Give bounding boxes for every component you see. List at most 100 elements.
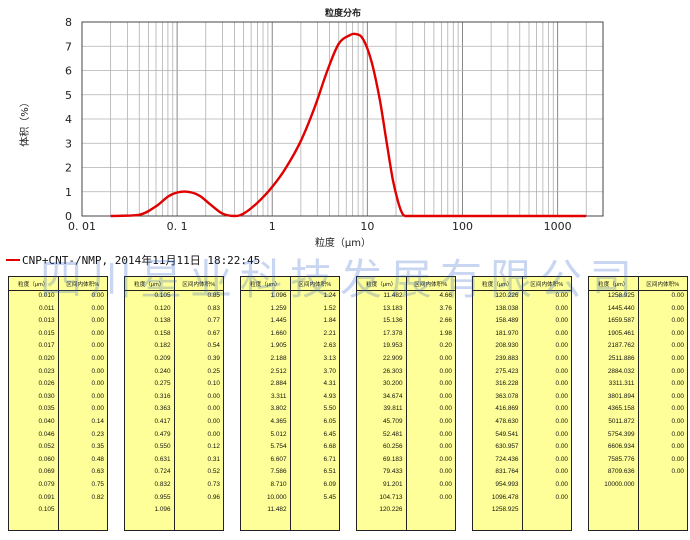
percent-cell: 4.93 [323,392,336,400]
legend-swatch [6,259,20,261]
percent-cell: 0.00 [555,392,568,400]
percent-cell: 0.00 [671,367,684,375]
percent-column: 0.85 0.83 0.77 0.67 0.54 0.39 0.25 0.10 0.00 0.00… [175,290,224,530]
percent-cell: 0.63 [91,468,104,476]
size-cell: 0.120 [154,304,171,312]
size-cell: 0.017 [38,342,55,350]
size-column: 11.482 13.183 15.136 17.378 19.953 22.909 26.3… [357,290,407,530]
y-tick-label: 0 [65,210,72,223]
percent-cell: 0.14 [91,417,104,425]
percent-cell: 6.51 [323,468,336,476]
percent-cell: 0.00 [671,342,684,350]
size-cell: 45.709 [382,417,403,425]
percent-cell: 0.00 [555,430,568,438]
percent-cell: 0.35 [91,443,104,451]
percent-cell: 4.66 [439,292,452,299]
size-cell: 0.955 [154,493,171,501]
size-cell: 0.182 [154,342,171,350]
size-cell: 15.136 [382,317,403,325]
size-cell: 120.226 [379,506,403,514]
percent-cell: 2.66 [439,317,452,325]
percent-cell: 0.00 [439,455,452,463]
percent-cell: 0.31 [207,455,220,463]
size-cell: 7.586 [270,468,287,476]
percent-cell: 0.00 [555,292,568,299]
percent-cell: 0.00 [91,380,104,388]
percent-cell: 0.00 [439,443,452,451]
size-column: 1.096 1.259 1.445 1.660 1.905 2.188 2.512 2.884… [241,290,291,530]
size-cell: 2.884 [270,380,287,388]
percent-cell: 5.45 [323,493,336,501]
size-cell: 8.710 [270,480,287,488]
percent-cell: 0.00 [91,304,104,312]
percent-cell: 6.45 [323,430,336,438]
percent-cell: 0.00 [91,329,104,337]
size-cell: 0.023 [38,367,55,375]
size-cell: 208.930 [495,342,519,350]
percent-cell: 0.00 [439,380,452,388]
percent-cell [523,504,572,517]
percent-cell: 1.24 [323,292,336,299]
percent-cell [639,492,688,505]
size-cell: 11.482 [383,292,403,299]
percent-cell: 0.00 [91,392,104,400]
percent-column: 0.00 0.00 0.00 0.00 0.00 0.00 0.00 0.00 0.00 0.00… [523,290,572,530]
percent-cell: 0.00 [671,430,684,438]
percent-cell: 6.09 [323,480,336,488]
size-table: 粒度（μm） 区间内体积% 1258.925 1445.440 1659.587 1905… [588,276,688,531]
percent-cell: 0.83 [207,304,220,312]
size-cell: 0.060 [38,455,55,463]
size-cell: 1096.478 [491,493,519,501]
size-cell: 0.091 [38,493,55,501]
percent-cell: 0.54 [207,342,220,350]
size-cell: 0.069 [38,468,55,476]
size-cell: 158.489 [495,317,519,325]
percent-cell: 6.71 [323,455,336,463]
percent-cell: 0.48 [91,455,104,463]
size-cell: 0.011 [38,304,55,312]
size-table: 粒度（μm） 区间内体积% 0.010 0.011 0.013 0.015 0.017 0.0… [8,276,108,531]
size-cell: 7585.776 [607,455,635,463]
size-cell: 3311.311 [608,380,635,388]
size-cell: 34.674 [382,392,403,400]
size-cell: 10.000 [266,493,287,501]
percent-cell [639,504,688,517]
percent-cell: 0.20 [439,342,452,350]
percent-cell: 0.00 [671,405,684,413]
percent-cell: 0.00 [207,405,220,413]
percent-cell: 0.00 [439,417,452,425]
size-cell: 831.764 [495,468,519,476]
size-cell: 0.026 [38,380,55,388]
size-cell: 0.079 [38,480,55,488]
size-cell: 0.158 [154,329,171,337]
percent-cell: 0.00 [207,430,220,438]
percent-cell: 0.00 [555,443,568,451]
percent-cell: 6.68 [323,443,336,451]
size-cell: 0.240 [154,367,171,375]
size-cell: 0.052 [38,443,55,451]
percent-cell: 0.00 [439,468,452,476]
particle-size-chart: 粒度分布 0 1 2 3 4 5 6 7 8 0. 01 0. 1 1 10 100 1000 体积（%）… [19,7,604,249]
size-cell: 363.078 [495,392,519,400]
percent-cell: 6.05 [323,417,336,425]
size-cell: 0.417 [154,417,171,425]
x-tick-label: 1 [269,220,276,233]
size-cell: 1.096 [154,506,171,514]
percent-cell: 0.23 [91,430,104,438]
size-cell: 0.479 [154,430,171,438]
size-cell: 120.226 [495,292,519,299]
header-size: 粒度（μm） [125,277,175,290]
percent-cell: 0.85 [207,292,220,299]
size-cell: 10000.000 [604,480,635,488]
percent-cell: 0.00 [555,468,568,476]
percent-cell: 0.00 [671,317,684,325]
size-column: 0.105 0.120 0.138 0.158 0.182 0.209 0.240 0.275… [125,290,175,530]
percent-cell: 0.00 [555,317,568,325]
size-cell: 478.630 [495,417,519,425]
x-tick-label: 0. 1 [167,220,188,233]
size-cell: 0.631 [154,455,171,463]
size-cell: 2.512 [270,367,287,375]
percent-cell: 0.00 [671,354,684,362]
size-cell: 2884.032 [607,367,635,375]
percent-cell: 0.00 [555,380,568,388]
